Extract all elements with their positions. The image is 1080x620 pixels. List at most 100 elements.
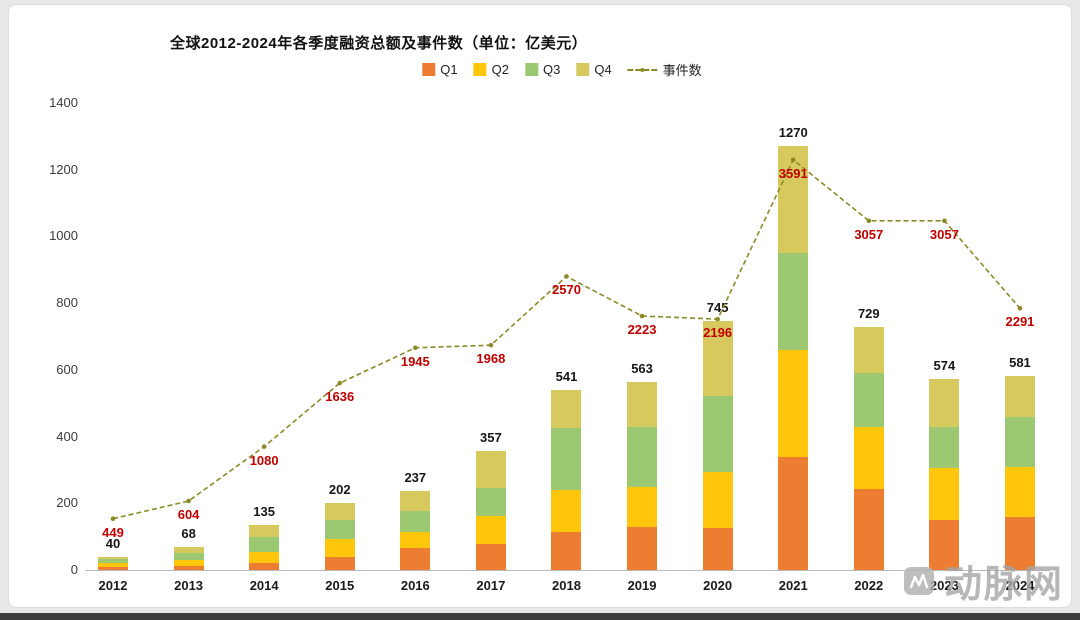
x-axis-label: 2015 bbox=[325, 578, 355, 593]
bar-total-label: 541 bbox=[555, 368, 578, 384]
line-marker bbox=[1017, 305, 1023, 311]
bar-segment-q2 bbox=[1004, 466, 1035, 518]
legend-item-q1: Q1 bbox=[422, 62, 458, 77]
line-marker bbox=[564, 274, 569, 279]
x-axis-label: 2022 bbox=[854, 578, 884, 593]
legend-label: Q4 bbox=[594, 62, 612, 77]
legend-swatch-icon bbox=[422, 63, 436, 76]
bar-segment-q2 bbox=[249, 551, 280, 563]
bar-segment-q4 bbox=[173, 547, 204, 553]
bar-segment-q1 bbox=[400, 548, 431, 570]
bar-segment-q1 bbox=[551, 531, 582, 570]
event-count-label: 3591 bbox=[778, 165, 808, 181]
bar-segment-q3 bbox=[324, 519, 355, 540]
bar-segment-q2 bbox=[702, 472, 733, 529]
y-axis-tick-label: 1000 bbox=[49, 228, 78, 244]
bar-segment-q1 bbox=[173, 565, 204, 570]
x-axis-label: 2023 bbox=[929, 578, 959, 593]
bar-segment-q3 bbox=[929, 426, 960, 469]
event-count-label: 1945 bbox=[400, 353, 430, 369]
bar-total-label: 745 bbox=[706, 300, 729, 316]
y-axis-tick-label: 200 bbox=[56, 495, 78, 511]
event-count-label: 449 bbox=[102, 524, 124, 540]
x-axis-label: 2012 bbox=[98, 578, 128, 593]
bar-total-label: 357 bbox=[480, 429, 502, 445]
bar-segment-q4 bbox=[98, 556, 128, 560]
y-axis-tick-label: 0 bbox=[70, 562, 78, 577]
legend-item-q2: Q2 bbox=[473, 62, 509, 77]
legend-item-q3: Q3 bbox=[524, 62, 561, 77]
legend: Q1 Q2 Q3 Q4 事件数 bbox=[422, 60, 702, 79]
legend-dashed-line-icon bbox=[627, 67, 658, 72]
legend-label: 事件数 bbox=[662, 63, 702, 78]
event-count-label: 2291 bbox=[1005, 314, 1035, 330]
bar-segment-q2 bbox=[173, 559, 204, 566]
x-axis-label: 2019 bbox=[627, 578, 657, 593]
event-count-label: 2223 bbox=[627, 322, 657, 338]
legend-label: Q3 bbox=[542, 62, 561, 77]
legend-item-event-count: 事件数 bbox=[627, 60, 702, 79]
legend-swatch-icon bbox=[473, 63, 487, 76]
bar-segment-q2 bbox=[400, 531, 431, 549]
bar-segment-q1 bbox=[98, 566, 128, 570]
bar-segment-q4 bbox=[778, 146, 809, 254]
bar-segment-q1 bbox=[249, 562, 280, 570]
vcbeat-logo-icon bbox=[903, 566, 934, 595]
watermark-text: 动脉网 bbox=[943, 564, 1064, 606]
bar-segment-q3 bbox=[98, 559, 128, 564]
legend-label: Q1 bbox=[440, 62, 458, 77]
bar-segment-q1 bbox=[853, 489, 884, 570]
event-count-label: 1968 bbox=[476, 351, 506, 367]
legend-swatch-icon bbox=[524, 63, 538, 76]
bar-total-label: 135 bbox=[253, 503, 275, 519]
bottom-edge bbox=[0, 613, 1080, 620]
bar-segment-q4 bbox=[249, 524, 280, 537]
bar-segment-q4 bbox=[551, 389, 582, 429]
bar-segment-q1 bbox=[324, 556, 355, 570]
bar-segment-q3 bbox=[249, 536, 280, 552]
line-marker bbox=[261, 444, 267, 449]
bar-segment-q2 bbox=[778, 349, 809, 457]
event-count-label: 1636 bbox=[325, 389, 355, 405]
bar-total-label: 581 bbox=[1009, 355, 1031, 371]
line-marker bbox=[866, 218, 872, 224]
bar-segment-q1 bbox=[702, 528, 733, 570]
bar-segment-q3 bbox=[475, 487, 506, 516]
legend-swatch-icon bbox=[576, 63, 590, 76]
bar-segment-q3 bbox=[1004, 416, 1035, 467]
bar-segment-q4 bbox=[627, 382, 658, 428]
event-count-label: 2196 bbox=[703, 325, 733, 341]
bar-segment-q3 bbox=[853, 373, 884, 427]
bar-total-label: 237 bbox=[404, 469, 427, 485]
y-axis-tick-label: 1200 bbox=[49, 161, 78, 177]
event-count-label: 3057 bbox=[854, 226, 884, 242]
x-axis-label: 2017 bbox=[476, 578, 506, 593]
bar-segment-q3 bbox=[778, 253, 809, 350]
y-axis-tick-label: 800 bbox=[56, 295, 78, 311]
line-marker bbox=[413, 345, 418, 351]
bar-segment-q1 bbox=[475, 543, 506, 570]
bar-total-label: 40 bbox=[105, 535, 121, 551]
x-axis-label: 2021 bbox=[778, 578, 808, 593]
line-marker bbox=[186, 498, 191, 504]
bar-segment-q1 bbox=[1004, 517, 1035, 570]
bar-total-label: 574 bbox=[933, 357, 956, 373]
bar-total-label: 68 bbox=[181, 526, 196, 542]
line-marker bbox=[337, 380, 343, 386]
bar-segment-q3 bbox=[551, 428, 582, 490]
bar-segment-q2 bbox=[853, 426, 884, 490]
bar-segment-q4 bbox=[475, 450, 506, 488]
line-marker bbox=[942, 218, 947, 224]
x-axis-label: 2014 bbox=[249, 578, 279, 593]
line-marker bbox=[639, 313, 645, 319]
bar-segment-q2 bbox=[324, 539, 355, 557]
bar-total-label: 202 bbox=[328, 481, 351, 497]
x-axis-label: 2018 bbox=[552, 578, 581, 593]
bar-segment-q2 bbox=[98, 563, 128, 567]
x-axis-label: 2020 bbox=[703, 578, 733, 593]
bar-segment-q2 bbox=[929, 468, 960, 520]
line-marker bbox=[488, 342, 494, 348]
bar-total-label: 1270 bbox=[778, 125, 808, 141]
